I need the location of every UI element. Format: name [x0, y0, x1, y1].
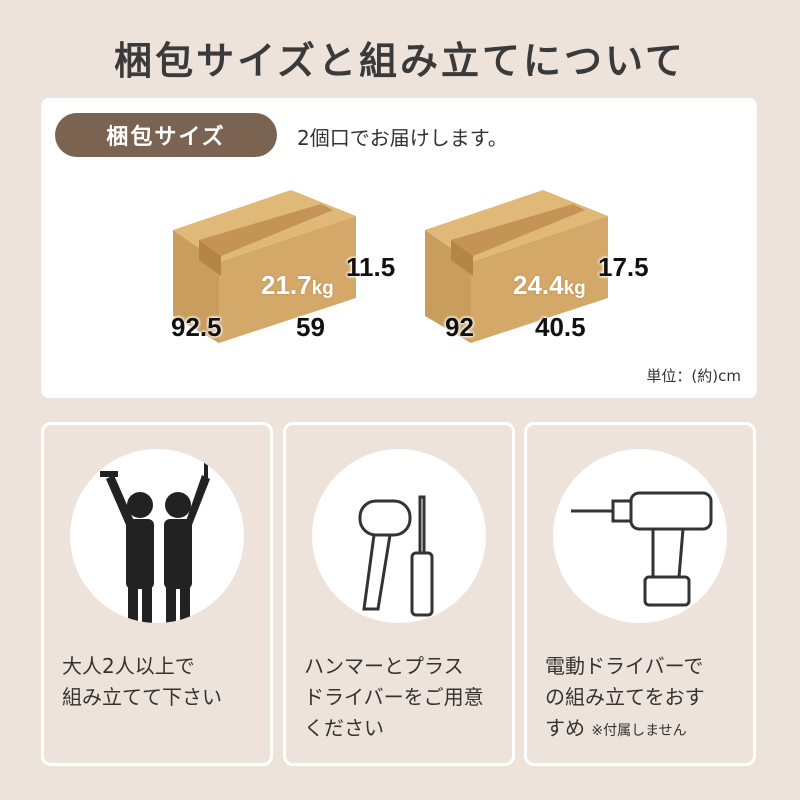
assembly-card-people: 大人2人以上で 組み立てて下さい: [41, 422, 273, 766]
package-length: 92: [445, 312, 474, 342]
packaging-label: 梱包サイズ: [55, 113, 277, 157]
package-width: 40.5: [535, 312, 586, 342]
package-box-1: 21.7kg 11.5 92.5 59: [171, 188, 395, 352]
package-weight: 24.4kg: [513, 270, 586, 300]
hammer-screwdriver-icon: [358, 495, 434, 617]
two-people-icon: [100, 463, 210, 623]
page-title: 梱包サイズと組み立てについて: [114, 39, 686, 83]
package-weight: 21.7kg: [261, 270, 334, 300]
cardboard-box-icon: [173, 190, 356, 343]
unit-label: 単位：(約)cm: [646, 367, 741, 385]
package-height: 17.5: [598, 252, 649, 282]
assembly-text: 大人2人以上で 組み立てて下さい: [62, 654, 222, 709]
assembly-text: 電動ドライバーで の組み立てをおす すめ ※付属しません: [545, 654, 705, 740]
package-length: 92.5: [171, 312, 222, 342]
electric-drill-icon: [571, 491, 713, 607]
packaging-note: 2個口でお届けします。: [297, 126, 508, 150]
package-box-2: 24.4kg 17.5 92 40.5: [423, 188, 649, 352]
packaging-panel: 梱包サイズ 2個口でお届けします。 21.7kg 11.5 92.5 59 24…: [41, 98, 757, 398]
assembly-card-tools: ハンマーとプラス ドライバーをご用意 ください: [283, 422, 515, 766]
not-included-note: ※付属しません: [591, 723, 687, 739]
assembly-card-drill: 電動ドライバーで の組み立てをおす すめ ※付属しません: [524, 422, 756, 766]
assembly-text: ハンマーとプラス ドライバーをご用意 ください: [304, 654, 484, 740]
cardboard-box-icon: [425, 190, 608, 343]
package-width: 59: [296, 312, 325, 342]
package-height: 11.5: [346, 252, 396, 282]
